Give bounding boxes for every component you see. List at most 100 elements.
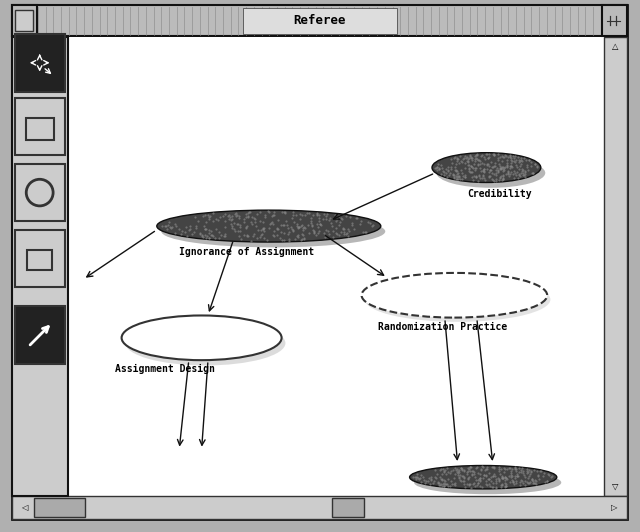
Point	[481, 149, 491, 158]
Point	[424, 473, 434, 482]
Point	[489, 176, 499, 185]
Point	[534, 475, 545, 484]
Point	[259, 234, 269, 242]
Point	[500, 474, 511, 483]
Point	[439, 481, 449, 490]
Point	[524, 472, 534, 480]
Point	[483, 153, 493, 162]
Point	[463, 480, 474, 489]
Point	[343, 225, 353, 234]
Point	[498, 172, 508, 180]
Point	[339, 228, 349, 236]
Point	[540, 478, 550, 486]
Point	[269, 232, 279, 240]
Point	[438, 481, 449, 490]
Point	[163, 221, 173, 229]
Point	[495, 165, 506, 173]
Point	[344, 231, 354, 240]
Point	[504, 172, 515, 180]
Point	[434, 479, 444, 488]
Point	[449, 473, 460, 482]
Point	[249, 213, 259, 222]
Point	[522, 474, 532, 483]
Point	[332, 223, 342, 232]
Point	[508, 152, 518, 160]
Point	[526, 158, 536, 167]
Point	[284, 228, 294, 236]
Point	[209, 209, 219, 218]
Bar	[332, 498, 364, 517]
Point	[435, 473, 445, 481]
Point	[198, 232, 208, 241]
Point	[429, 466, 440, 475]
Point	[184, 225, 195, 233]
Point	[452, 464, 462, 473]
Point	[497, 153, 508, 162]
Point	[333, 221, 344, 229]
Point	[363, 218, 373, 226]
Point	[244, 207, 254, 216]
Point	[288, 227, 298, 235]
Point	[487, 163, 497, 171]
Point	[287, 225, 298, 233]
Point	[508, 169, 518, 178]
Point	[463, 473, 474, 481]
Point	[195, 230, 205, 238]
Point	[449, 173, 460, 182]
Point	[488, 478, 499, 487]
Point	[494, 176, 504, 184]
Point	[530, 160, 540, 169]
Point	[268, 220, 278, 228]
Point	[487, 169, 497, 177]
Point	[481, 165, 492, 173]
Point	[200, 225, 210, 233]
Point	[201, 218, 211, 226]
Point	[455, 174, 465, 183]
Point	[460, 172, 470, 181]
Point	[484, 173, 494, 181]
Point	[535, 467, 545, 476]
Point	[453, 467, 463, 475]
Point	[513, 468, 524, 476]
Point	[522, 478, 532, 487]
Point	[282, 220, 292, 229]
Point	[224, 211, 234, 219]
Point	[442, 463, 452, 472]
Point	[475, 475, 485, 484]
Point	[464, 479, 474, 488]
Point	[500, 472, 510, 481]
Point	[470, 152, 481, 161]
Point	[500, 479, 510, 487]
Point	[489, 469, 499, 478]
Point	[457, 471, 467, 480]
Point	[235, 222, 245, 231]
Point	[326, 219, 336, 227]
Point	[206, 231, 216, 239]
Point	[473, 476, 483, 484]
Point	[477, 167, 488, 176]
Point	[454, 468, 464, 476]
Point	[502, 163, 513, 171]
Point	[497, 156, 507, 165]
Point	[505, 170, 515, 179]
Ellipse shape	[365, 277, 550, 322]
Point	[485, 165, 495, 174]
Point	[337, 225, 348, 234]
Point	[230, 209, 241, 217]
Point	[225, 213, 236, 222]
Point	[497, 481, 508, 489]
Point	[441, 469, 451, 478]
Point	[461, 154, 472, 162]
Point	[466, 153, 476, 161]
Point	[500, 482, 510, 491]
Point	[481, 477, 492, 485]
Point	[510, 463, 520, 471]
Point	[170, 220, 180, 228]
Point	[463, 473, 474, 482]
Text: Randomization Practice: Randomization Practice	[378, 322, 507, 332]
Point	[276, 236, 287, 244]
Point	[451, 159, 461, 168]
Point	[485, 482, 495, 491]
Point	[443, 166, 453, 174]
Point	[317, 214, 328, 223]
